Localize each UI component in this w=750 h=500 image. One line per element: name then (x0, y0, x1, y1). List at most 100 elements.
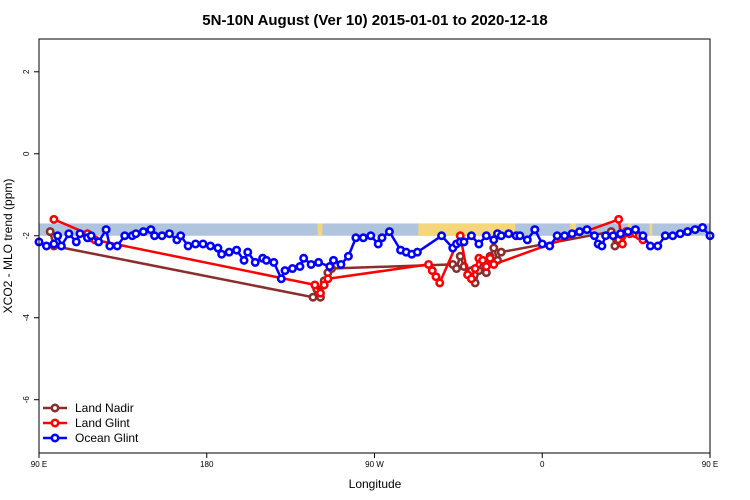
data-point (191, 239, 201, 249)
data-point (319, 280, 329, 290)
data-point (105, 241, 115, 251)
data-point (481, 261, 491, 271)
data-point (49, 239, 59, 249)
data-point (287, 264, 297, 274)
data-point (261, 255, 271, 265)
data-point (466, 274, 476, 284)
data-point (295, 261, 305, 271)
data-point (515, 231, 525, 241)
data-point (239, 255, 249, 265)
x-tick-label: 0 (540, 460, 545, 469)
data-point (131, 229, 141, 239)
data-point (49, 214, 59, 224)
data-point (75, 229, 85, 239)
y-tick-label: -4 (22, 314, 31, 322)
data-point (489, 235, 499, 245)
data-point (589, 231, 599, 241)
data-point (431, 272, 441, 282)
data-point (690, 225, 700, 235)
data-point (545, 241, 555, 251)
data-point (617, 239, 627, 249)
data-point (435, 278, 445, 288)
chart-title: 5N-10N August (Ver 10) 2015-01-01 to 202… (202, 12, 547, 29)
x-tick-label: 90 W (365, 460, 384, 469)
data-point (623, 227, 633, 237)
data-point (205, 241, 215, 251)
data-point (56, 241, 66, 251)
data-point (437, 231, 447, 241)
data-point (504, 229, 514, 239)
x-axis-label: Longitude (349, 477, 402, 491)
x-tick-label: 90 E (31, 460, 47, 469)
data-point (45, 227, 55, 237)
series-layer (34, 214, 715, 302)
data-point (213, 243, 223, 253)
data-point (560, 231, 570, 241)
data-point (306, 259, 316, 269)
data-point (41, 241, 51, 251)
data-point (459, 237, 469, 247)
legend-marker (50, 403, 60, 413)
y-tick-label: 0 (22, 151, 31, 156)
legend-label: Land Nadir (75, 401, 134, 415)
data-point (698, 223, 708, 233)
data-point (474, 239, 484, 249)
data-point (351, 233, 361, 243)
data-point (683, 227, 693, 237)
data-point (323, 274, 333, 284)
data-point (232, 245, 242, 255)
data-point (412, 247, 422, 257)
data-point (120, 231, 130, 241)
y-tick-label: -6 (22, 396, 31, 404)
data-point (575, 227, 585, 237)
legend-label: Ocean Glint (75, 431, 139, 445)
data-point (243, 247, 253, 257)
data-point (373, 239, 383, 249)
data-point (224, 247, 234, 257)
data-point (601, 231, 611, 241)
data-point (597, 241, 607, 251)
data-point (489, 259, 499, 269)
y-tick-label: -2 (22, 232, 31, 240)
data-point (653, 241, 663, 251)
data-point (183, 241, 193, 251)
data-point (608, 231, 618, 241)
y-axis-label: XCO2 - MLO trend (ppm) (1, 179, 15, 314)
data-point (86, 231, 96, 241)
data-point (217, 249, 227, 259)
x-tick-label: 180 (200, 460, 214, 469)
data-point (424, 259, 434, 269)
data-point (522, 235, 532, 245)
data-point (325, 261, 335, 271)
data-point (71, 237, 81, 247)
data-point (276, 274, 286, 284)
data-point (150, 231, 160, 241)
y-axis: 2 0 -2 -4 -6 (22, 69, 39, 403)
data-point (94, 237, 104, 247)
data-point (377, 233, 387, 243)
data-point (112, 241, 122, 251)
data-point (250, 257, 260, 267)
data-point (308, 292, 318, 302)
data-point (660, 231, 670, 241)
data-point (466, 231, 476, 241)
legend-label: Land Glint (75, 416, 130, 430)
data-point (614, 214, 624, 224)
data-point (164, 229, 174, 239)
series-line (48, 230, 624, 302)
data-point (675, 229, 685, 239)
data-point (470, 264, 480, 274)
data-point (198, 239, 208, 249)
data-point (478, 255, 488, 265)
data-point (645, 241, 655, 251)
data-point (101, 225, 111, 235)
legend-item: Ocean Glint (43, 431, 139, 445)
data-point (343, 251, 353, 261)
data-point (567, 229, 577, 239)
data-point (489, 243, 499, 253)
y-tick-label: 2 (22, 69, 31, 74)
legend-item: Land Nadir (43, 401, 134, 415)
data-point (668, 231, 678, 241)
data-point (64, 229, 74, 239)
